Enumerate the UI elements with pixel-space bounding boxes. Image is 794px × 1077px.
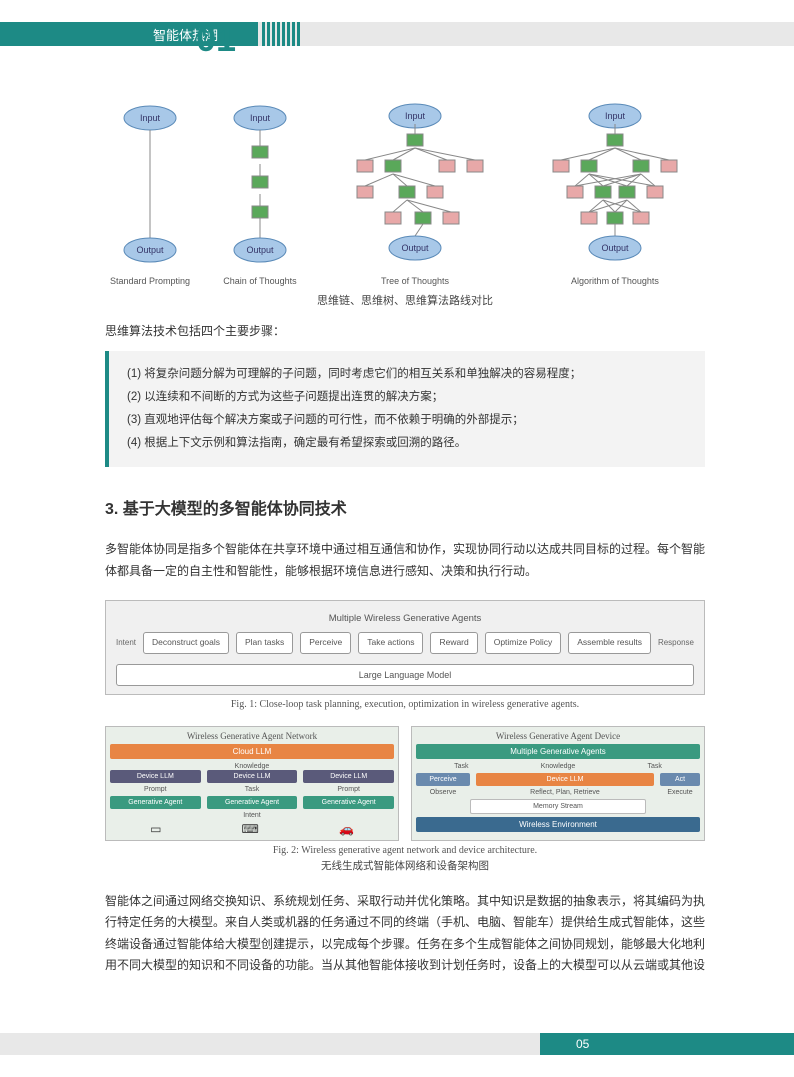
fig3-left-title: Wireless Generative Agent Network (110, 731, 394, 741)
act-chip: Act (660, 773, 700, 786)
footer-tail (0, 1033, 540, 1055)
device-llm-chip: Device LLM (207, 770, 298, 783)
fig2-label-intent: Intent (116, 638, 136, 647)
svg-text:Output: Output (246, 245, 274, 255)
fig3-left-panel: Wireless Generative Agent Network Cloud … (105, 726, 399, 841)
reflect-label: Reflect, Plan, Retrieve (476, 789, 654, 796)
perceive-chip: Perceive (416, 773, 470, 786)
fig2-box: Perceive (300, 632, 351, 653)
agent-chip: Generative Agent (207, 796, 298, 809)
device-icons: ▭ ⌨ 🚗 (110, 822, 394, 836)
cloud-llm-bar: Cloud LLM (110, 744, 394, 759)
knowledge-label: Knowledge (513, 763, 604, 770)
fig2-box: Reward (430, 632, 477, 653)
svg-text:Input: Input (250, 113, 271, 123)
fig2-box: Plan tasks (236, 632, 293, 653)
fig3-architecture: Wireless Generative Agent Network Cloud … (105, 726, 705, 841)
thought-column: Input Output Standard Prompting (105, 100, 195, 286)
device-llm-chip: Device LLM (476, 773, 654, 786)
device-llm-chip: Device LLM (303, 770, 394, 783)
observe-label: Observe (416, 789, 470, 796)
svg-text:Input: Input (405, 111, 426, 121)
fig3-caption-zh: 无线生成式智能体网络和设备架构图 (105, 858, 705, 873)
prompt-label: Prompt (110, 786, 201, 793)
fig1-caption: 思维链、思维树、思维算法路线对比 (105, 292, 705, 308)
intent-label: Intent (110, 812, 394, 819)
fig2-label-response: Response (658, 638, 694, 647)
task-label: Task (416, 763, 507, 770)
thought-label: Standard Prompting (110, 276, 190, 286)
steps-box: (1) 将复杂问题分解为可理解的子问题，同时考虑它们的相互关系和单独解决的容易程… (105, 351, 705, 467)
device-llm-chip: Device LLM (110, 770, 201, 783)
fig2-box: Assemble results (568, 632, 651, 653)
fig3-caption: Fig. 2: Wireless generative agent networ… (105, 845, 705, 856)
task-label: Task (609, 763, 700, 770)
footer-band: 05 (540, 1033, 794, 1055)
body-paragraph-1: 多智能体协同是指多个智能体在共享环境中通过相互通信和协作，实现协同行动以达成共同… (105, 539, 705, 582)
step-item: (2) 以连续和不间断的方式为这些子问题提出连贯的解决方案； (127, 386, 687, 409)
agent-chip: Generative Agent (110, 796, 201, 809)
fig3-right-title: Wireless Generative Agent Device (416, 731, 700, 741)
car-icon: 🚗 (339, 822, 354, 836)
step-item: (4) 根据上下文示例和算法指南，确定最有希望探索或回溯的路径。 (127, 432, 687, 455)
fig3-right-panel: Wireless Generative Agent Device Multipl… (411, 726, 705, 841)
task-label: Task (207, 786, 298, 793)
thought-column: Input Output Tree of Thoughts (325, 100, 505, 286)
svg-text:Input: Input (140, 113, 161, 123)
memory-chip: Memory Stream (470, 799, 646, 814)
step-item: (1) 将复杂问题分解为可理解的子问题，同时考虑它们的相互关系和单独解决的容易程… (127, 363, 687, 386)
fig2-llm-box: Large Language Model (116, 664, 694, 686)
body-paragraph-2: 智能体之间通过网络交换知识、系统规划任务、采取行动并优化策略。其中知识是数据的抽… (105, 891, 705, 977)
fig2-box: Optimize Policy (485, 632, 562, 653)
svg-text:Output: Output (136, 245, 164, 255)
knowledge-label: Knowledge (110, 763, 394, 770)
step-item: (3) 直观地评估每个解决方案或子问题的可行性，而不依赖于明确的外部提示； (127, 409, 687, 432)
thought-label: Tree of Thoughts (381, 276, 449, 286)
thought-column: Input Output Algorithm of Thoughts (525, 100, 705, 286)
fig1-thought-diagrams: Input Output Standard Prompting Input Output… (105, 100, 705, 286)
intro-line: 思维算法技术包括四个主要步骤： (105, 322, 705, 339)
svg-text:Output: Output (601, 243, 629, 253)
thought-label: Algorithm of Thoughts (571, 276, 659, 286)
fig2-close-loop: Multiple Wireless Generative Agents Inte… (105, 600, 705, 694)
chapter-number: 01 (196, 18, 236, 60)
fig2-title: Multiple Wireless Generative Agents (116, 613, 694, 624)
agent-chip: Generative Agent (303, 796, 394, 809)
fig2-caption: Fig. 1: Close-loop task planning, execut… (105, 699, 705, 710)
header-tail (258, 22, 794, 46)
page-number: 05 (576, 1037, 589, 1051)
section-heading: 3. 基于大模型的多智能体协同技术 (105, 495, 705, 519)
fig2-box: Deconstruct goals (143, 632, 229, 653)
thought-label: Chain of Thoughts (223, 276, 296, 286)
fig2-box: Take actions (358, 632, 423, 653)
thought-column: Input Output Chain of Thoughts (215, 100, 305, 286)
laptop-icon: ⌨ (242, 822, 259, 836)
multi-agents-bar: Multiple Generative Agents (416, 744, 700, 759)
svg-text:Input: Input (605, 111, 626, 121)
prompt-label: Prompt (303, 786, 394, 793)
wireless-env-bar: Wireless Environment (416, 817, 700, 832)
execute-label: Execute (660, 789, 700, 796)
svg-text:Output: Output (401, 243, 429, 253)
header-stripes (258, 22, 300, 46)
phone-icon: ▭ (150, 822, 161, 836)
page-content: Input Output Standard Prompting Input Output… (105, 100, 705, 995)
